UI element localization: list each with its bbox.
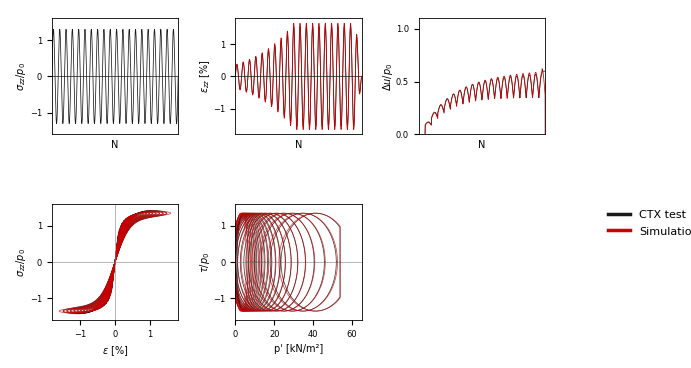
X-axis label: N: N	[111, 140, 119, 150]
Y-axis label: $\tau/p_0$: $\tau/p_0$	[198, 251, 212, 273]
X-axis label: p' [kN/m²]: p' [kN/m²]	[274, 344, 323, 354]
Y-axis label: $\epsilon_{zz}$ [%]: $\epsilon_{zz}$ [%]	[198, 60, 212, 93]
X-axis label: N: N	[478, 140, 486, 150]
Legend: CTX test, Simulation: CTX test, Simulation	[608, 210, 691, 237]
Y-axis label: $\sigma_{zz}/p_0$: $\sigma_{zz}/p_0$	[15, 62, 28, 91]
Y-axis label: $\sigma_{zz}/p_0$: $\sigma_{zz}/p_0$	[15, 248, 28, 277]
X-axis label: N: N	[295, 140, 302, 150]
X-axis label: $\varepsilon$ [%]: $\varepsilon$ [%]	[102, 344, 129, 358]
Y-axis label: $\Delta u/p_0$: $\Delta u/p_0$	[381, 62, 395, 91]
